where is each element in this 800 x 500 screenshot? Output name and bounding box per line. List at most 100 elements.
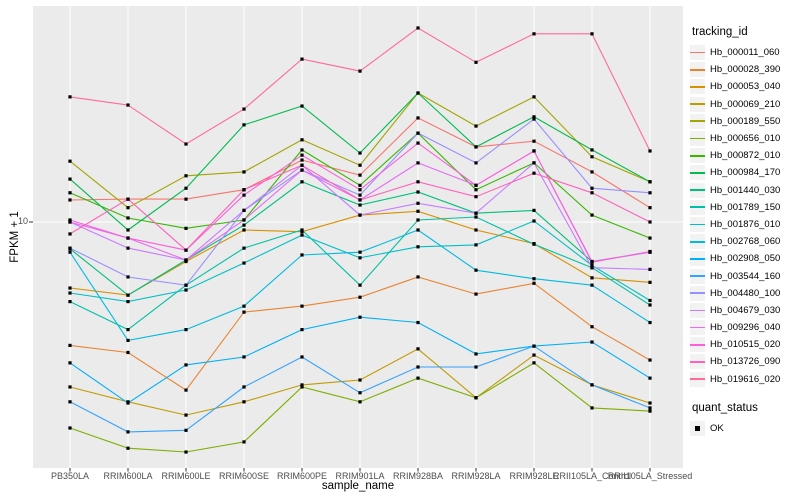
legend-key-swatch [690, 354, 705, 370]
legend-key-swatch [690, 337, 705, 353]
legend-item-label: Hb_002908_050 [710, 253, 781, 265]
legend-key-swatch [690, 79, 705, 95]
legend-item-Hb_002908_050: Hb_002908_050 [690, 250, 798, 267]
legend-key-swatch [690, 251, 705, 267]
legend-item-Hb_009296_040: Hb_009296_040 [690, 319, 798, 336]
series-color-line-icon [690, 103, 705, 106]
x-tick-label: RRIM928LE [509, 471, 559, 481]
series-color-line-icon [690, 120, 705, 123]
series-color-line-icon [690, 326, 705, 329]
legend-key-swatch [690, 165, 705, 181]
legend-item-Hb_004480_100: Hb_004480_100 [690, 285, 798, 302]
legend-key-swatch [690, 131, 705, 147]
legend-item-label: Hb_004480_100 [710, 287, 781, 299]
series-color-line-icon [690, 86, 705, 88]
series-points-Hb_003544_160 [68, 344, 652, 434]
series-points-Hb_000028_390 [68, 275, 652, 392]
x-tick-label: RRIM928LA [451, 471, 501, 481]
series-color-line-icon [690, 240, 705, 243]
series-color-line-icon [690, 68, 705, 71]
legend-item-label: Hb_019616_020 [710, 373, 781, 385]
x-tick-label: RRIM600SE [218, 471, 270, 481]
legend: tracking_id Hb_000011_060 Hb_000028_390 Hb… [690, 26, 798, 437]
legend-key-swatch [690, 302, 705, 318]
x-tick-label: RRIM600LE [161, 471, 211, 481]
legend-item-label: Hb_002768_060 [710, 236, 781, 248]
legend-item-Hb_010515_020: Hb_010515_020 [690, 336, 798, 353]
legend-key-swatch [690, 199, 705, 215]
legend-key-swatch [690, 234, 705, 250]
series-color-line-icon [690, 172, 705, 174]
legend-item-label: Hb_000656_010 [710, 133, 781, 145]
series-color-line-icon [690, 189, 705, 191]
x-tick-label: PB350LA [50, 471, 90, 481]
legend-item-label: Hb_004679_030 [710, 304, 781, 316]
series-color-line-icon [690, 257, 705, 260]
legend-item-Hb_001876_010: Hb_001876_010 [690, 216, 798, 233]
legend-key-swatch [690, 148, 705, 164]
legend-key-swatch [690, 285, 705, 301]
legend-key-swatch [690, 216, 705, 232]
legend-key-swatch [690, 320, 705, 336]
black-square-point-icon [695, 425, 700, 431]
series-color-line-icon [690, 206, 705, 209]
legend-key-swatch [690, 62, 705, 78]
legend-item-Hb_019616_020: Hb_019616_020 [690, 371, 798, 388]
series-points-Hb_002768_060 [68, 228, 652, 342]
x-axis-title: sample_name [321, 480, 395, 492]
series-points-Hb_013726_090 [68, 163, 652, 252]
x-tick-label: RRII105LA_Stressed [607, 471, 693, 481]
legend-item-Hb_000011_060: Hb_000011_060 [690, 44, 798, 61]
legend-item-label: Hb_001876_010 [710, 218, 781, 230]
legend-item-label: Hb_001440_030 [710, 184, 781, 196]
legend-item-Hb_004679_030: Hb_004679_030 [690, 302, 798, 319]
legend-key-swatch [690, 45, 705, 61]
legend-item-label: Hb_000028_390 [710, 64, 781, 76]
series-points-Hb_000656_010 [68, 361, 652, 454]
legend-item-label: OK [710, 422, 724, 434]
series-color-line-icon [690, 51, 705, 54]
x-tick-label: RRIM928BA [392, 471, 444, 481]
series-color-line-icon [690, 309, 705, 312]
quant-ok-key [690, 420, 705, 436]
legend-key-swatch [690, 371, 705, 387]
legend-item-Hb_001440_030: Hb_001440_030 [690, 182, 798, 199]
legend-item-Hb_002768_060: Hb_002768_060 [690, 233, 798, 250]
series-color-line-icon [690, 137, 705, 140]
panel-background [33, 6, 683, 468]
legend-title-quant-status: quant_status [692, 401, 758, 414]
legend-item-label: Hb_009296_040 [710, 322, 781, 334]
legend-item-Hb_000872_010: Hb_000872_010 [690, 147, 798, 164]
legend-item-Hb_013726_090: Hb_013726_090 [690, 353, 798, 370]
legend-item-label: Hb_000069_210 [710, 98, 781, 110]
series-color-line-icon [690, 361, 705, 363]
legend-item-label: Hb_001789_150 [710, 201, 781, 213]
legend-key-swatch [690, 268, 705, 284]
legend-item-Hb_003544_160: Hb_003544_160 [690, 267, 798, 284]
legend-item-Hb_000189_550: Hb_000189_550 [690, 113, 798, 130]
series-points-Hb_000984_170 [68, 91, 652, 232]
legend-item-Hb_000028_390: Hb_000028_390 [690, 61, 798, 78]
legend-item-Hb_000984_170: Hb_000984_170 [690, 164, 798, 181]
legend-item-label: Hb_000984_170 [710, 167, 781, 179]
legend-key-swatch [690, 182, 705, 198]
y-tick-label: 10 [17, 216, 28, 226]
legend-item-ok: OK [690, 420, 798, 437]
legend-item-Hb_000053_040: Hb_000053_040 [690, 78, 798, 95]
legend-key-swatch [690, 96, 705, 112]
legend-item-label: Hb_003544_160 [710, 270, 781, 282]
legend-key-swatch [690, 113, 705, 129]
legend-item-label: Hb_010515_020 [710, 339, 781, 351]
x-tick-label: RRIM600LA [103, 471, 153, 481]
series-color-line-icon [690, 343, 705, 346]
legend-tracking-entries: Hb_000011_060 Hb_000028_390 Hb_000053_040 H… [690, 44, 798, 388]
x-tick-label: RRII105LA_Control [552, 471, 632, 481]
series-color-line-icon [690, 275, 705, 277]
series-points-Hb_001876_010 [68, 219, 652, 304]
legend-quant-status: quant_status OK [690, 402, 798, 437]
series-color-line-icon [690, 223, 705, 226]
legend-item-Hb_000656_010: Hb_000656_010 [690, 130, 798, 147]
legend-item-Hb_000069_210: Hb_000069_210 [690, 96, 798, 113]
